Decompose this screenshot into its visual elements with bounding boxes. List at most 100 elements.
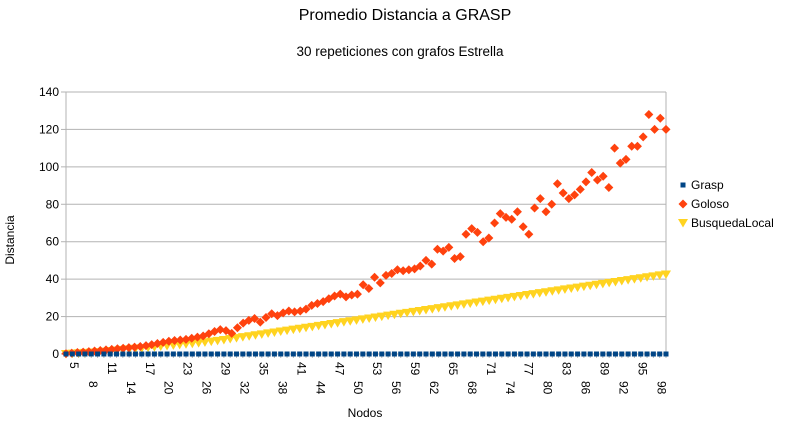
data-point xyxy=(423,351,429,357)
plot-area xyxy=(61,109,671,359)
x-tick-label: 38 xyxy=(275,381,289,395)
data-point xyxy=(376,312,387,322)
data-point xyxy=(452,301,463,310)
data-point xyxy=(598,171,608,181)
data-point xyxy=(212,336,223,346)
data-point xyxy=(181,340,191,349)
data-point xyxy=(112,344,122,354)
data-point xyxy=(366,351,372,357)
data-point xyxy=(635,274,646,283)
data-point xyxy=(515,291,526,301)
data-point xyxy=(252,351,258,357)
data-point xyxy=(547,199,557,209)
data-point xyxy=(616,277,627,286)
data-point xyxy=(328,351,334,357)
data-point xyxy=(345,317,356,326)
data-point xyxy=(654,271,665,280)
data-point xyxy=(568,351,574,357)
data-point xyxy=(269,328,280,337)
x-tick-label: 86 xyxy=(579,381,593,395)
data-point xyxy=(307,322,318,332)
data-point xyxy=(450,254,460,264)
data-point xyxy=(246,351,252,357)
data-point xyxy=(354,351,360,357)
data-point xyxy=(126,351,132,357)
data-point xyxy=(158,337,168,347)
y-tick-label: 60 xyxy=(46,235,60,249)
data-point xyxy=(541,207,551,217)
data-point xyxy=(351,316,362,325)
data-point xyxy=(402,308,413,318)
data-point xyxy=(76,351,82,357)
data-point xyxy=(271,351,277,357)
data-point xyxy=(604,278,615,288)
data-point xyxy=(562,351,568,357)
data-point xyxy=(537,351,543,357)
x-tick-label: 83 xyxy=(560,362,574,376)
data-point xyxy=(530,351,536,357)
data-point xyxy=(578,282,589,292)
data-point xyxy=(187,333,197,343)
x-tick-label: 35 xyxy=(256,362,270,376)
data-point xyxy=(120,351,126,357)
data-point xyxy=(495,209,505,219)
data-point xyxy=(558,188,568,198)
data-point xyxy=(619,351,625,357)
data-point xyxy=(429,351,435,357)
legend-label: Grasp xyxy=(691,178,724,192)
data-point xyxy=(575,351,581,357)
data-point xyxy=(189,351,195,357)
data-point xyxy=(352,289,362,299)
data-point xyxy=(566,284,577,293)
data-point xyxy=(261,313,271,323)
data-point xyxy=(556,351,562,357)
data-point xyxy=(610,277,621,287)
data-point xyxy=(196,351,202,357)
data-point xyxy=(326,320,337,329)
data-point xyxy=(632,141,642,151)
data-point xyxy=(471,298,482,308)
data-point xyxy=(421,306,431,315)
data-point xyxy=(389,310,400,320)
data-point xyxy=(477,297,488,307)
y-tick-label: 40 xyxy=(46,272,60,286)
x-tick-label: 65 xyxy=(446,362,460,376)
x-tick-label: 98 xyxy=(654,381,668,395)
x-tick-label: 59 xyxy=(408,362,422,376)
data-point xyxy=(347,351,353,357)
data-point xyxy=(147,340,157,350)
data-point xyxy=(124,343,134,353)
legend: Grasp Goloso BusquedaLocal xyxy=(678,178,774,230)
data-point xyxy=(650,351,656,357)
data-point xyxy=(642,273,653,282)
data-point xyxy=(518,351,524,357)
data-point xyxy=(439,303,450,312)
x-tick-label: 77 xyxy=(522,362,536,376)
data-point xyxy=(118,343,128,353)
data-point xyxy=(461,351,467,357)
y-tick-label: 140 xyxy=(39,85,59,99)
x-axis-ticks: 5 8 11 14 17 20 23 26 29 32 35 38 41 44 47 50 53 56 59 62 65… xyxy=(67,362,668,395)
data-point xyxy=(486,351,492,357)
data-point xyxy=(379,351,385,357)
data-point xyxy=(360,351,366,357)
data-point xyxy=(549,351,555,357)
y-tick-label: 80 xyxy=(46,197,60,211)
data-point xyxy=(570,190,580,200)
data-point xyxy=(509,292,520,302)
data-point xyxy=(288,325,299,335)
data-point xyxy=(290,351,296,357)
data-point xyxy=(436,351,442,357)
data-point xyxy=(427,259,437,269)
data-point xyxy=(151,351,157,357)
x-tick-label: 41 xyxy=(294,362,308,376)
data-point xyxy=(496,294,507,304)
data-point xyxy=(256,330,267,339)
data-point xyxy=(631,351,637,357)
data-point xyxy=(484,296,495,306)
data-point xyxy=(244,332,255,341)
data-point xyxy=(661,270,671,279)
data-point xyxy=(309,351,315,357)
data-point xyxy=(282,326,293,336)
gridlines xyxy=(61,91,667,358)
